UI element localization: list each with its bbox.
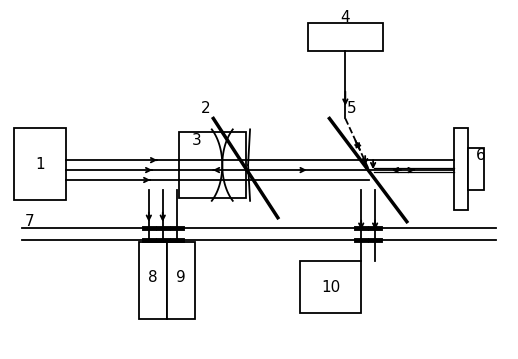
Bar <box>308 23 383 51</box>
Text: 9: 9 <box>176 270 185 285</box>
Text: 8: 8 <box>148 270 157 285</box>
Text: 3: 3 <box>192 133 202 148</box>
Bar <box>468 148 484 190</box>
Bar <box>139 242 167 319</box>
Bar <box>454 129 468 210</box>
Text: 5: 5 <box>347 101 356 116</box>
Text: 10: 10 <box>321 280 340 295</box>
Bar <box>300 261 361 313</box>
Text: 2: 2 <box>200 101 210 116</box>
Text: 6: 6 <box>476 148 485 163</box>
Bar <box>179 132 246 198</box>
Text: 1: 1 <box>35 157 45 172</box>
Bar <box>14 129 65 200</box>
Text: 7: 7 <box>25 214 35 229</box>
Bar <box>167 242 194 319</box>
Text: 4: 4 <box>340 10 350 25</box>
